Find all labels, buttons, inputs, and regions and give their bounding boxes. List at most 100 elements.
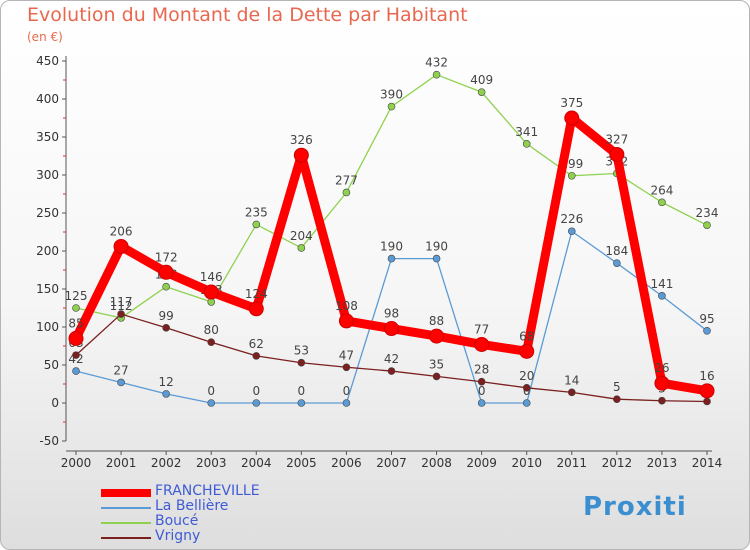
data-point [703,326,711,335]
x-tick-label: 2010 [511,456,542,470]
y-tick-label: 150 [36,282,59,296]
data-label: 409 [470,73,493,87]
x-tick-label: 2005 [286,456,317,470]
data-label: 0 [343,384,351,398]
data-point [342,363,351,372]
data-point [293,147,309,163]
data-point [658,198,666,207]
x-tick-label: 2009 [466,456,497,470]
data-label: 277 [335,173,358,187]
data-label: 98 [384,307,399,321]
data-label: 235 [245,205,268,219]
data-point [519,343,535,359]
data-label: 95 [699,312,714,326]
x-tick-label: 2014 [692,456,723,470]
data-point [609,146,625,162]
data-label: 16 [699,369,714,383]
data-point [117,310,125,318]
data-point [699,383,715,399]
data-label: 184 [605,244,628,258]
data-point [703,397,711,406]
data-point [342,399,351,407]
data-point [522,399,531,407]
x-tick-label: 2012 [602,456,633,470]
data-point [567,227,576,236]
data-point [387,367,396,375]
data-point [429,328,445,344]
y-tick-label: 300 [36,168,59,182]
data-label: 375 [560,96,583,110]
x-tick-label: 2007 [376,456,407,470]
data-label: 190 [425,240,448,254]
x-tick-label: 2001 [106,456,137,470]
data-point [252,220,261,229]
data-label: 146 [200,270,223,284]
data-point [297,399,306,407]
data-label: 326 [290,133,313,147]
legend-label: La Bellière [155,498,229,514]
data-label: 62 [249,337,264,351]
x-tick-label: 2002 [151,456,182,470]
data-point [207,399,216,407]
x-tick-label: 2000 [61,456,92,470]
data-label: 206 [110,224,133,238]
data-point [72,351,80,359]
data-point [432,70,441,79]
data-point [522,140,531,148]
y-tick-label: 250 [36,206,59,220]
data-point [432,372,441,381]
data-point [72,367,80,375]
data-label: 47 [339,348,354,362]
chart-title: Evolution du Montant de la Dette par Hab… [27,4,468,26]
data-label: 42 [384,352,399,366]
data-label: 141 [650,277,673,291]
data-point [72,304,80,312]
data-label: 226 [560,212,583,226]
data-point [384,321,399,337]
data-label: 99 [159,309,174,323]
brand-logo: Proxiti [583,492,687,522]
data-label: 327 [605,132,628,146]
data-label: 26 [654,361,669,375]
data-label: 77 [474,322,489,336]
legend-label: Vrigny [155,528,201,544]
data-label: 0 [478,384,486,398]
data-point [162,323,170,332]
data-point [658,292,666,300]
data-label: 190 [380,240,403,254]
data-label: 0 [207,384,215,398]
data-label: 125 [65,289,88,303]
data-label: 0 [298,384,306,398]
data-label: 0 [252,384,260,398]
y-tick-label: 200 [36,244,59,258]
data-label: 204 [290,229,313,243]
data-label: 264 [650,183,673,197]
data-point [297,358,306,367]
data-label: 14 [564,373,579,387]
data-label: 42 [68,352,83,366]
data-label: 88 [429,314,444,328]
data-point [158,264,174,280]
data-point [207,338,216,347]
data-label: 12 [159,375,174,389]
y-axis-unit: (en €) [27,30,63,44]
y-tick-label: -50 [39,434,59,448]
x-tick-label: 2013 [647,456,678,470]
data-point [297,244,306,252]
x-tick-label: 2004 [241,456,272,470]
data-point [477,88,486,96]
data-point [658,396,666,405]
data-label: 117 [110,295,133,309]
data-label: 80 [204,323,219,337]
data-point [522,383,531,392]
x-tick-label: 2011 [557,456,588,470]
data-label: 390 [380,88,403,102]
data-point [162,282,170,291]
data-point [474,336,490,352]
y-tick-label: 0 [51,396,59,410]
data-point [654,375,670,391]
data-label: 53 [294,344,309,358]
y-tick-label: 100 [36,320,59,334]
